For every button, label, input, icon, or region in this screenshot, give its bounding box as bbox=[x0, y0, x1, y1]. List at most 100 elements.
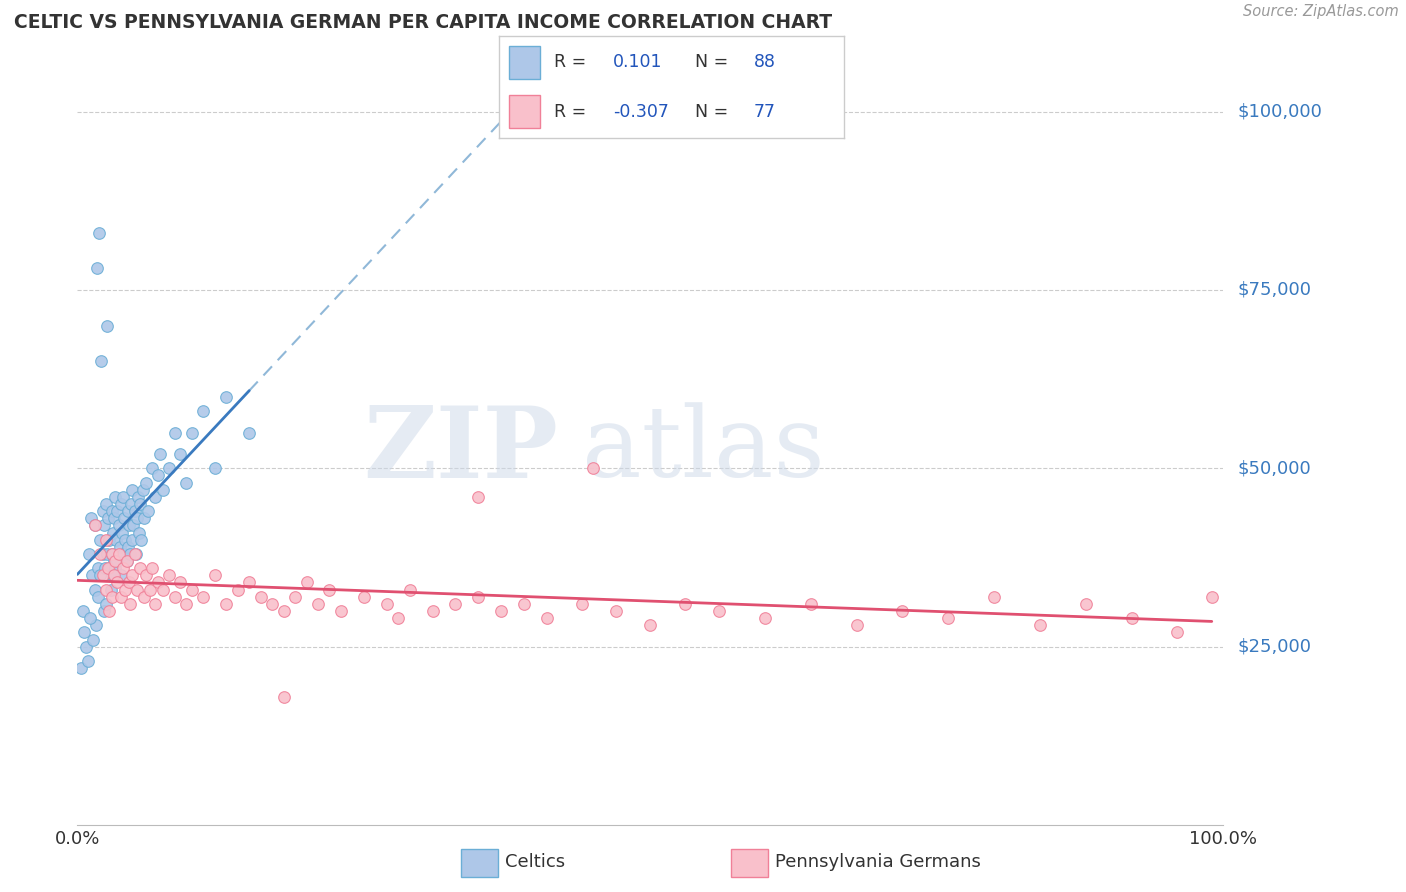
Point bbox=[141, 461, 163, 475]
Point bbox=[91, 504, 114, 518]
Point bbox=[77, 547, 100, 561]
Point bbox=[138, 582, 160, 597]
Point bbox=[79, 611, 101, 625]
Point bbox=[491, 604, 513, 618]
Text: Source: ZipAtlas.com: Source: ZipAtlas.com bbox=[1243, 4, 1399, 20]
Point bbox=[100, 547, 122, 561]
Point bbox=[105, 533, 128, 547]
Text: R =: R = bbox=[554, 54, 592, 71]
Point bbox=[110, 590, 132, 604]
Point bbox=[169, 575, 191, 590]
Point bbox=[157, 461, 180, 475]
Point bbox=[800, 597, 823, 611]
Point bbox=[101, 525, 124, 540]
Point bbox=[146, 575, 169, 590]
Text: Pennsylvania Germans: Pennsylvania Germans bbox=[775, 853, 981, 871]
Point bbox=[91, 568, 114, 582]
Point bbox=[640, 618, 662, 632]
Point bbox=[891, 604, 914, 618]
Point bbox=[707, 604, 730, 618]
Point bbox=[754, 611, 776, 625]
Point bbox=[536, 611, 558, 625]
Point bbox=[582, 461, 605, 475]
Point bbox=[125, 547, 148, 561]
Point bbox=[121, 533, 143, 547]
Point bbox=[94, 597, 117, 611]
Point bbox=[120, 497, 142, 511]
Point bbox=[571, 597, 593, 611]
Point bbox=[215, 597, 238, 611]
Point bbox=[353, 590, 375, 604]
Text: N =: N = bbox=[696, 103, 734, 120]
Bar bbox=[509, 45, 540, 78]
Point bbox=[103, 511, 125, 525]
Point bbox=[398, 582, 420, 597]
Point bbox=[284, 590, 307, 604]
Point bbox=[307, 597, 329, 611]
Point bbox=[107, 518, 129, 533]
Point bbox=[467, 590, 489, 604]
Point bbox=[107, 554, 129, 568]
Point bbox=[204, 461, 226, 475]
Point bbox=[90, 354, 112, 368]
Point bbox=[273, 690, 295, 704]
Bar bbox=[461, 849, 498, 877]
Point bbox=[329, 604, 352, 618]
Point bbox=[94, 533, 117, 547]
Point bbox=[143, 490, 166, 504]
Point bbox=[135, 568, 157, 582]
Point bbox=[112, 511, 135, 525]
Point bbox=[118, 547, 141, 561]
Point bbox=[146, 468, 169, 483]
Point bbox=[1166, 625, 1188, 640]
Point bbox=[89, 533, 111, 547]
Point bbox=[115, 554, 138, 568]
Point bbox=[673, 597, 696, 611]
Point bbox=[83, 582, 105, 597]
Point bbox=[94, 561, 117, 575]
Point bbox=[193, 404, 215, 418]
Point bbox=[94, 497, 117, 511]
Text: -0.307: -0.307 bbox=[613, 103, 669, 120]
Point bbox=[295, 575, 318, 590]
Point bbox=[100, 582, 122, 597]
Point bbox=[114, 533, 136, 547]
Point bbox=[118, 597, 141, 611]
Point bbox=[108, 540, 131, 554]
Point bbox=[98, 604, 121, 618]
Point bbox=[73, 625, 96, 640]
Bar bbox=[731, 849, 768, 877]
Point bbox=[169, 447, 191, 461]
Point bbox=[87, 561, 110, 575]
Text: 88: 88 bbox=[754, 54, 776, 71]
Point bbox=[513, 597, 536, 611]
Point bbox=[387, 611, 409, 625]
Point bbox=[86, 261, 108, 276]
Point bbox=[125, 511, 148, 525]
Point bbox=[249, 590, 271, 604]
Point bbox=[98, 533, 121, 547]
Point bbox=[149, 447, 172, 461]
Point bbox=[72, 604, 94, 618]
Point bbox=[107, 575, 129, 590]
Point bbox=[124, 504, 146, 518]
Text: $100,000: $100,000 bbox=[1237, 103, 1322, 120]
Point bbox=[115, 554, 138, 568]
Point bbox=[118, 575, 141, 590]
Point bbox=[129, 561, 152, 575]
Point bbox=[152, 483, 174, 497]
Bar bbox=[509, 95, 540, 128]
Point bbox=[118, 518, 141, 533]
Point bbox=[262, 597, 284, 611]
Point bbox=[117, 540, 139, 554]
Point bbox=[69, 661, 91, 675]
Point bbox=[444, 597, 467, 611]
Point bbox=[124, 547, 146, 561]
Point bbox=[111, 525, 134, 540]
Point bbox=[131, 483, 153, 497]
Point bbox=[100, 590, 122, 604]
Point bbox=[180, 582, 204, 597]
Point bbox=[112, 561, 135, 575]
Point bbox=[101, 568, 124, 582]
Point bbox=[107, 504, 129, 518]
